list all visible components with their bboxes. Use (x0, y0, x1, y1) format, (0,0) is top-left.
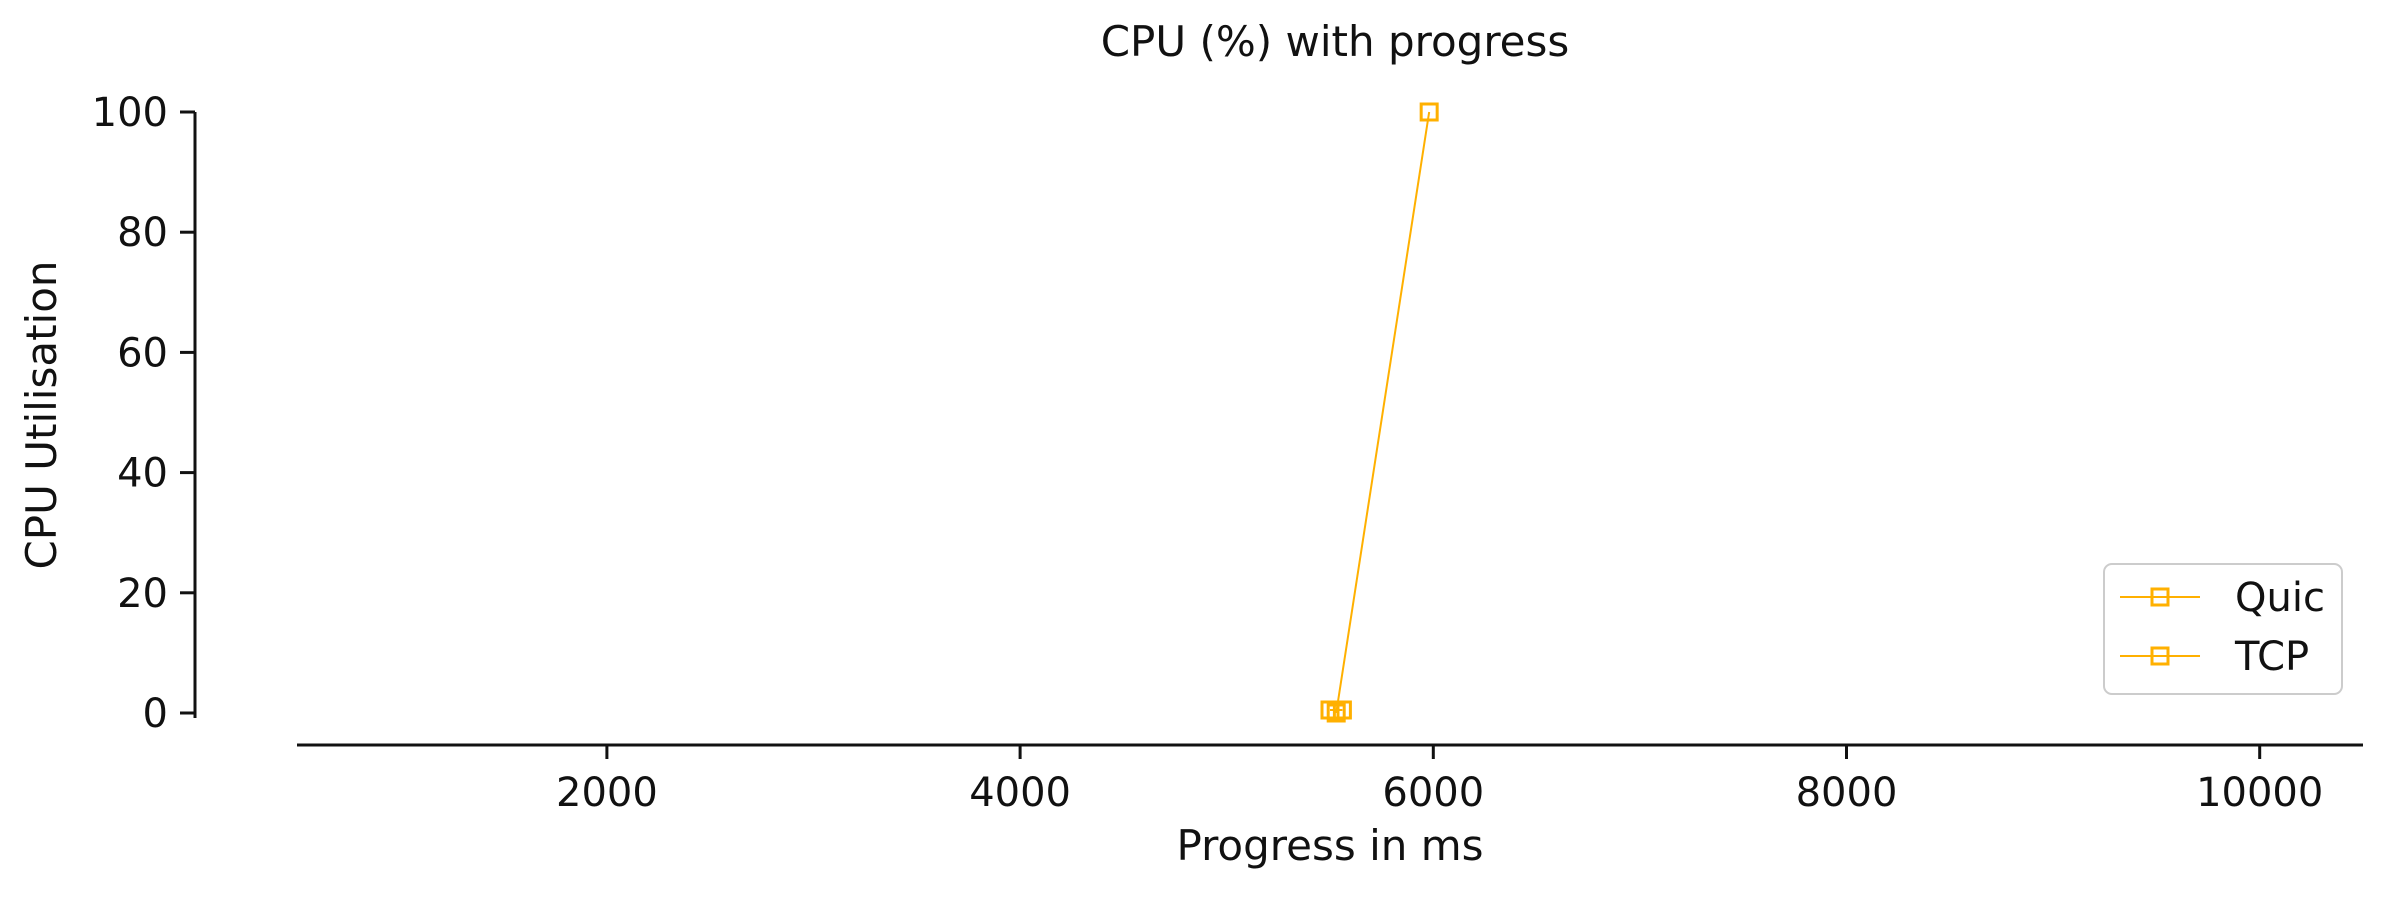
x-tick-label: 4000 (969, 770, 1071, 816)
series-layer (1320, 102, 1439, 723)
y-tick-label: 20 (117, 571, 168, 617)
data-point-tcp (1332, 700, 1352, 720)
y-tick-label: 100 (92, 90, 168, 136)
data-point-tcp (1320, 700, 1340, 720)
y-tick-label: 80 (117, 210, 168, 256)
legend-marker-quic (2150, 587, 2170, 607)
y-tick-label: 40 (117, 451, 168, 497)
x-tick-label: 6000 (1382, 770, 1484, 816)
x-axis-label: Progress in ms (1176, 821, 1483, 870)
legend-label-quic: Quic (2235, 575, 2325, 621)
chart-title: CPU (%) with progress (1101, 17, 1570, 66)
x-tick-label: 8000 (1796, 770, 1898, 816)
y-ticks: 0 20 40 60 80 100 (92, 90, 195, 737)
data-point-quic (1419, 102, 1439, 122)
x-tick-label: 2000 (556, 770, 658, 816)
data-point-quic (1326, 703, 1346, 723)
y-tick-label: 60 (117, 330, 168, 376)
y-tick-label: 0 (143, 691, 168, 737)
legend-label-tcp: TCP (2234, 634, 2309, 680)
x-tick-label: 10000 (2196, 770, 2323, 816)
legend-marker-tcp (2150, 646, 2170, 666)
x-ticks: 2000 4000 6000 8000 10000 (556, 745, 2323, 816)
legend-items: Quic TCP (2120, 575, 2325, 680)
y-axis-label: CPU Utilisation (17, 260, 66, 569)
legend: Quic TCP (2103, 563, 2343, 695)
series-line-quic (1335, 111, 1431, 714)
